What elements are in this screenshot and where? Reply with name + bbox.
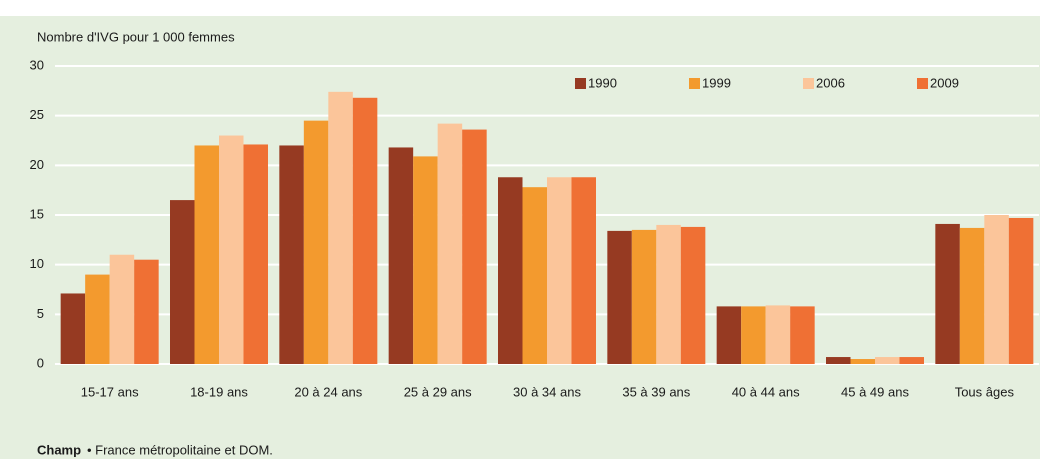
- bar: [631, 229, 657, 364]
- y-axis-label: Nombre d'IVG pour 1 000 femmes: [37, 29, 235, 44]
- bar: [134, 259, 159, 364]
- x-tick-label: 18-19 ans: [190, 384, 248, 399]
- y-tick-label: 15: [30, 206, 44, 221]
- bar: [984, 215, 1009, 364]
- y-tick-label: 25: [30, 107, 44, 122]
- x-tick-label: 20 à 24 ans: [294, 384, 362, 399]
- legend-label: 1990: [588, 75, 617, 90]
- bar: [607, 230, 632, 364]
- bar: [741, 306, 766, 364]
- bar: [243, 144, 268, 364]
- bar: [716, 306, 742, 364]
- y-tick-label: 0: [37, 355, 44, 370]
- y-tick-label: 30: [30, 57, 44, 72]
- bar: [462, 129, 487, 364]
- bar: [60, 293, 86, 364]
- note-text: • France métropolitaine et DOM.: [87, 442, 273, 457]
- bar: [875, 357, 900, 364]
- y-tick-label: 5: [37, 306, 44, 321]
- bar: [547, 177, 572, 364]
- bar: [85, 274, 110, 364]
- bar: [109, 254, 135, 364]
- bar: [279, 145, 304, 364]
- bar: [328, 91, 353, 365]
- bar: [388, 147, 414, 364]
- bar: [959, 227, 985, 364]
- bar: [680, 226, 706, 364]
- bar: [194, 145, 219, 364]
- legend-swatch: [917, 78, 928, 89]
- x-tick-label: 30 à 34 ans: [513, 384, 581, 399]
- bar: [826, 357, 851, 364]
- bar: [413, 156, 438, 364]
- x-tick-label: 15-17 ans: [81, 384, 139, 399]
- note-label: Champ: [37, 442, 81, 457]
- bar: [850, 359, 875, 364]
- bar: [790, 306, 815, 364]
- bar: [935, 223, 960, 364]
- x-tick-label: 45 à 49 ans: [841, 384, 909, 399]
- bar: [899, 357, 924, 364]
- bar: [498, 177, 523, 364]
- x-tick-label: 25 à 29 ans: [404, 384, 472, 399]
- bar: [352, 97, 378, 364]
- bar: [170, 200, 195, 364]
- legend-label: 2006: [816, 75, 845, 90]
- bar: [571, 177, 596, 364]
- y-tick-label: 20: [30, 157, 44, 172]
- x-tick-label: 40 à 44 ans: [732, 384, 800, 399]
- bar: [219, 135, 244, 364]
- x-tick-label: 35 à 39 ans: [622, 384, 690, 399]
- legend-label: 2009: [930, 75, 959, 90]
- bar: [765, 305, 791, 364]
- y-tick-label: 10: [30, 256, 44, 271]
- legend-swatch: [803, 78, 814, 89]
- legend-swatch: [575, 78, 586, 89]
- bar: [522, 187, 547, 364]
- legend-label: 1999: [702, 75, 731, 90]
- legend-swatch: [689, 78, 700, 89]
- bar: [1008, 217, 1034, 364]
- bar: [437, 123, 463, 364]
- bar: [656, 224, 681, 364]
- x-tick-label: Tous âges: [955, 384, 1015, 399]
- bar: [303, 120, 329, 364]
